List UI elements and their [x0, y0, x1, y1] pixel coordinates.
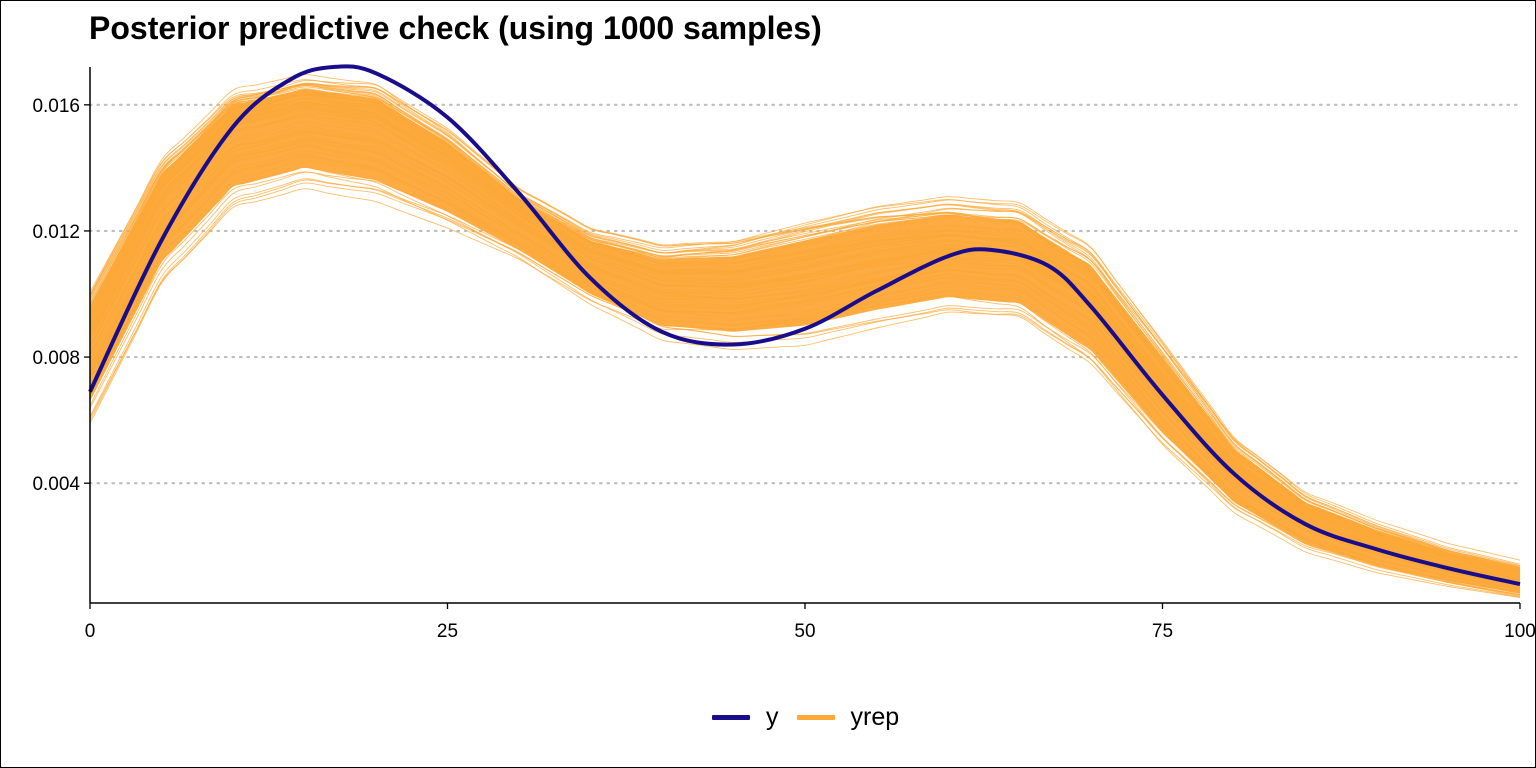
y-tick-label: 0.008	[32, 348, 80, 369]
yrep-line	[89, 138, 1521, 588]
yrep-line	[89, 141, 1521, 586]
axes	[84, 67, 1521, 609]
yrep-line	[89, 104, 1521, 577]
yrep-line	[89, 171, 1521, 596]
yrep-line	[89, 143, 1521, 585]
x-tick-label: 50	[794, 621, 815, 642]
yrep-line	[89, 93, 1521, 574]
legend-item-y: y	[712, 703, 779, 732]
yrep-line	[89, 97, 1521, 573]
x-tick-label: 100	[1504, 621, 1536, 642]
yrep-line	[89, 83, 1521, 570]
legend: y yrep	[712, 700, 917, 734]
yrep-line	[89, 103, 1521, 574]
x-tick-label: 25	[437, 621, 458, 642]
yrep-line	[89, 86, 1521, 570]
yrep-line	[89, 130, 1521, 581]
x-tick-label: 75	[1152, 621, 1173, 642]
yrep-line	[89, 84, 1521, 569]
yrep-line	[89, 179, 1521, 598]
y-series	[88, 64, 1521, 587]
legend-key-yrep	[796, 714, 835, 720]
legend-item-yrep: yrep	[796, 702, 900, 732]
yrep-line	[89, 182, 1521, 598]
legend-label-y: y	[766, 702, 779, 731]
legend-key-y	[712, 714, 750, 720]
yrep-line	[89, 92, 1521, 568]
yrep-line	[89, 105, 1521, 572]
chart-title: Posterior predictive check (using 1000 s…	[89, 10, 822, 46]
y-line	[88, 64, 1521, 587]
yrep-line	[89, 74, 1521, 561]
yrep-line	[89, 79, 1521, 565]
yrep-series	[89, 74, 1521, 598]
yrep-line	[89, 85, 1521, 567]
yrep-line	[89, 178, 1521, 596]
yrep-line	[89, 107, 1521, 575]
yrep-line	[89, 90, 1521, 570]
yrep-line	[89, 98, 1521, 572]
x-tick-label: 0	[85, 621, 96, 642]
legend-label-yrep: yrep	[850, 702, 900, 731]
yrep-line	[89, 125, 1521, 578]
y-tick-label: 0.012	[32, 222, 80, 243]
y-tick-label: 0.016	[32, 96, 80, 117]
yrep-line	[89, 159, 1521, 596]
yrep-line	[89, 154, 1521, 591]
yrep-line	[89, 146, 1521, 590]
tick-labels: 0.004 0.008 0.012 0.016 0 25 50 75 100	[32, 96, 1535, 642]
yrep-line	[89, 166, 1521, 593]
y-tick-label: 0.004	[32, 474, 80, 495]
yrep-line	[89, 150, 1521, 585]
grid-lines	[88, 103, 1522, 485]
